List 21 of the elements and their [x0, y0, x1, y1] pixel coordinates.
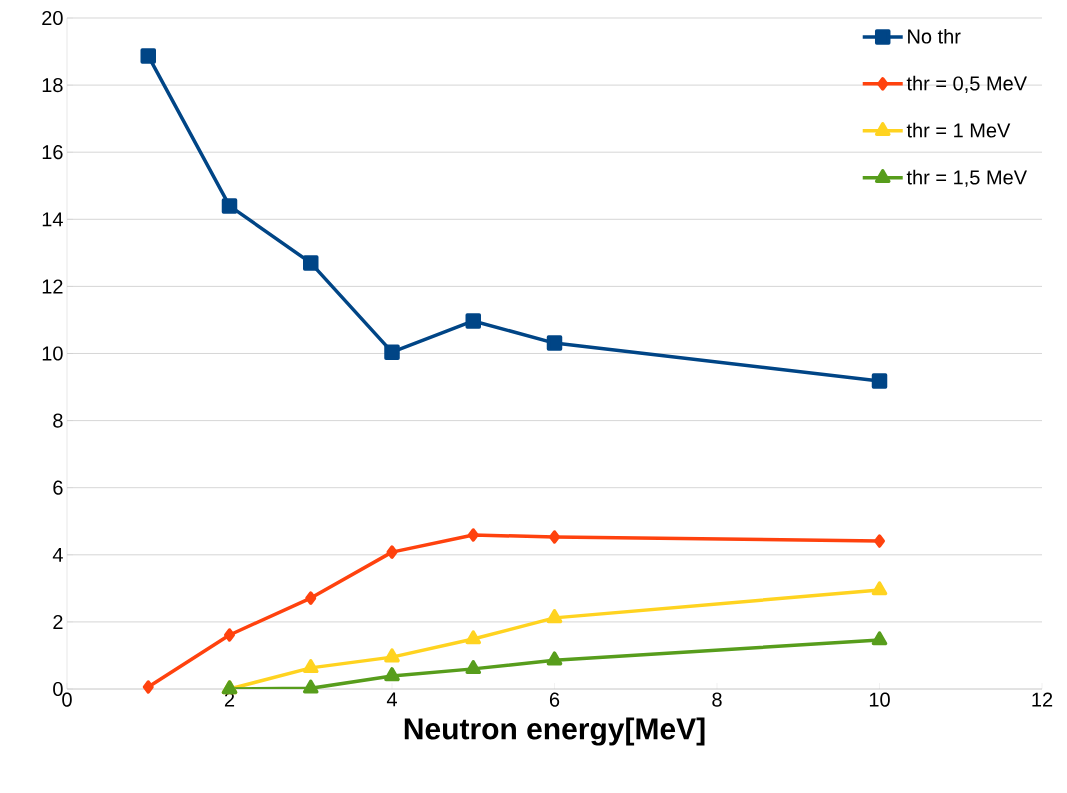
y-tick-label: 0	[53, 681, 63, 697]
y-tick-label: 16	[42, 145, 63, 160]
y-tick-label: 12	[42, 279, 63, 294]
x-tick-label: 6	[549, 692, 560, 707]
y-tick-label: 14	[42, 212, 63, 227]
legend-label: No thr	[908, 28, 961, 44]
y-tick-label: 6	[53, 480, 63, 495]
x-tick-label: 4	[386, 692, 397, 707]
y-tick-label: 20	[42, 10, 63, 26]
y-tick-label: 8	[53, 413, 63, 428]
y-tick-label: 18	[42, 78, 63, 93]
x-axis-title: Neutron energy[MeV]	[404, 717, 705, 746]
legend-label: thr = 0,5 MeV	[906, 75, 1027, 93]
legend-label: thr = 1,5 MeV	[906, 169, 1027, 187]
legend-label: thr = 1 MeV	[906, 122, 1011, 138]
y-tick-label: 2	[53, 614, 63, 629]
y-tick-label: 4	[52, 547, 63, 562]
x-tick-label: 8	[712, 692, 722, 707]
x-tick-label: 10	[869, 692, 890, 707]
y-tick-label: 10	[42, 346, 63, 361]
x-tick-label: 12	[1032, 692, 1053, 707]
